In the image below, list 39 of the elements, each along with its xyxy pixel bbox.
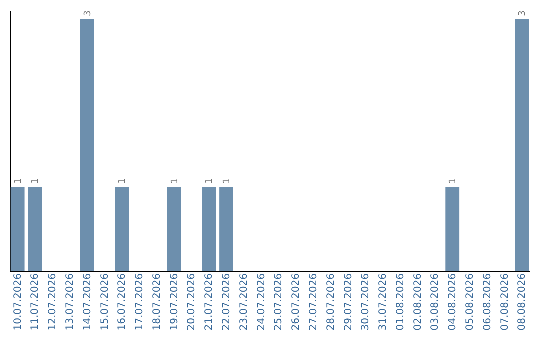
x-tick-label: 19.07.2026 [169, 274, 180, 331]
x-tick-label: 10.07.2026 [12, 274, 24, 331]
x-tick-label: 04.08.2026 [448, 274, 459, 331]
x-tick-label: 16.07.2026 [117, 274, 128, 331]
x-tick-label: 14.07.2026 [82, 274, 94, 331]
x-tick-label: 26.07.2026 [291, 274, 302, 331]
x-tick-label: 08.08.2026 [517, 274, 528, 331]
x-tick-label: 18.07.2026 [152, 274, 163, 331]
x-tick-label: 25.07.2026 [274, 274, 285, 331]
x-tick-label: 27.07.2026 [308, 274, 320, 331]
x-tick-label: 21.07.2026 [204, 274, 216, 331]
x-tick-label: 11.07.2026 [30, 274, 42, 331]
data-label: 1 [222, 178, 233, 184]
x-tick-label: 24.07.2026 [256, 274, 268, 331]
x-tick-label: 05.08.2026 [465, 274, 476, 331]
x-tick-label: 13.07.2026 [65, 274, 76, 331]
x-tick-label: 31.07.2026 [378, 274, 390, 331]
data-label: 1 [14, 178, 24, 184]
data-label: 1 [205, 178, 216, 184]
x-tick-label: 28.07.2026 [326, 274, 337, 331]
data-label: 1 [448, 178, 459, 184]
data-label: 1 [31, 178, 42, 184]
x-tick-label: 01.08.2026 [395, 274, 406, 331]
x-tick-label: 15.07.2026 [100, 274, 111, 331]
x-tick-label: 02.08.2026 [412, 274, 424, 331]
x-tick-label: 07.08.2026 [500, 274, 511, 331]
x-tick-label: 29.07.2026 [343, 274, 354, 331]
x-tick-label: 17.07.2026 [134, 274, 146, 331]
x-tick-label: 20.07.2026 [186, 274, 198, 331]
x-tick-label: 06.08.2026 [482, 274, 494, 331]
data-label: 1 [118, 178, 128, 184]
x-tick-label: 23.07.2026 [238, 274, 250, 331]
data-label: 3 [83, 10, 94, 16]
x-tick-label: 22.07.2026 [222, 274, 233, 331]
data-label: 1 [170, 178, 180, 184]
x-tick-label: 30.07.2026 [360, 274, 372, 331]
x-tick-label: 12.07.2026 [48, 274, 59, 331]
x-tick-label: 03.08.2026 [430, 274, 442, 331]
data-label: 3 [518, 10, 528, 16]
